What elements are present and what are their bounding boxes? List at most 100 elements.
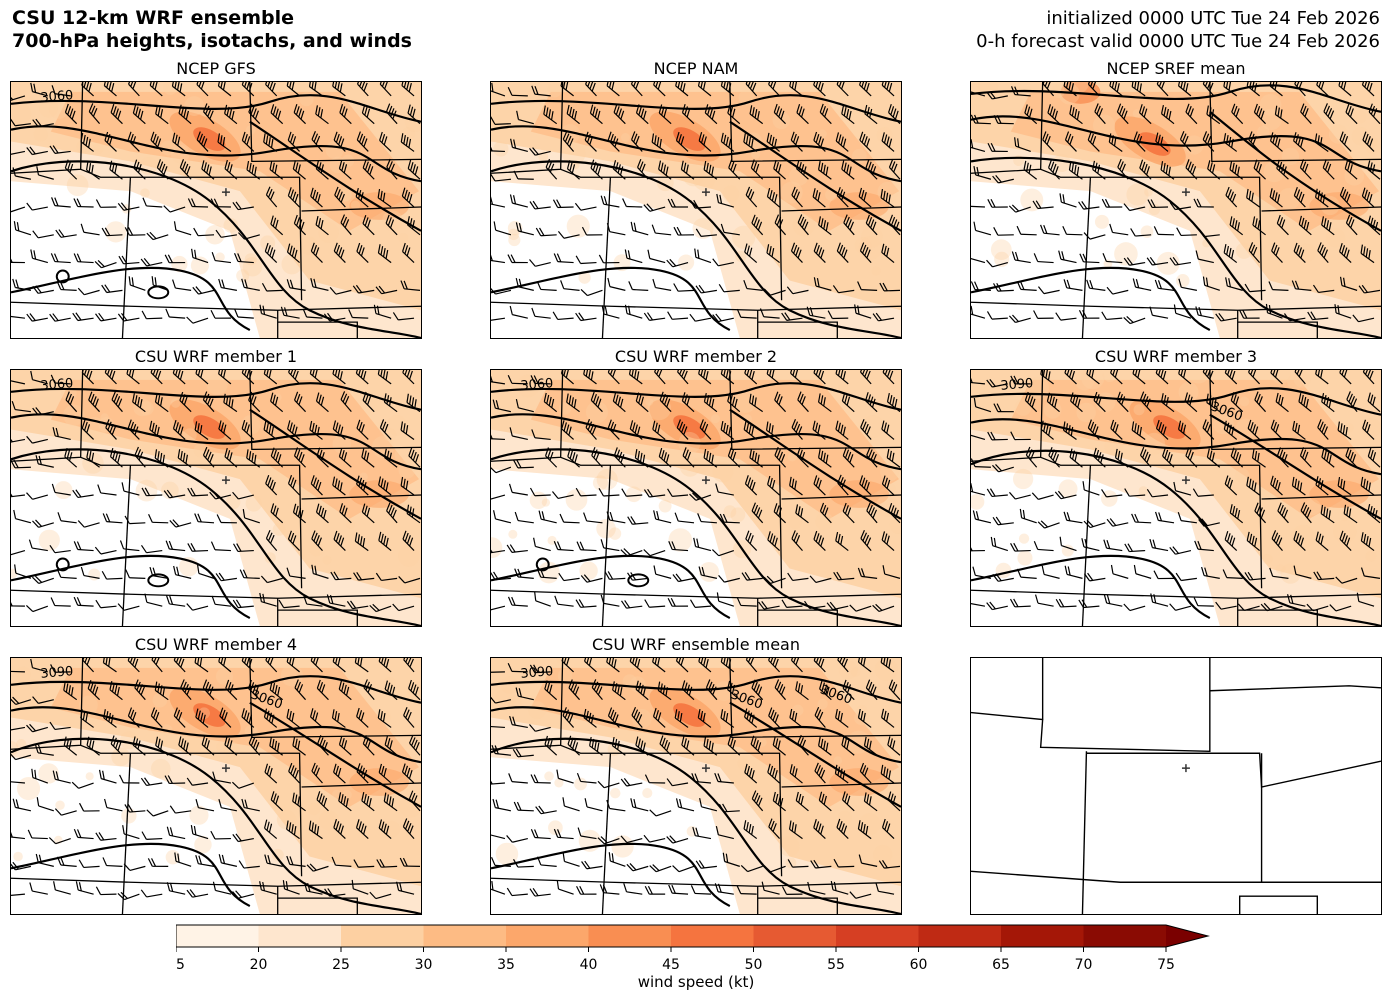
wind-barb bbox=[971, 602, 986, 607]
wind-barb bbox=[311, 131, 323, 152]
wind-barb bbox=[81, 419, 95, 440]
wind-barb bbox=[667, 198, 689, 208]
wind-barb bbox=[194, 421, 209, 440]
wind-barb bbox=[714, 883, 734, 895]
colorbar-segment bbox=[588, 925, 672, 947]
wind-barb bbox=[354, 658, 369, 673]
wind-barb bbox=[339, 503, 352, 524]
wind-barb bbox=[529, 259, 551, 267]
wind-barb bbox=[248, 391, 261, 413]
wind-barb bbox=[280, 306, 300, 319]
wind-barb bbox=[180, 679, 192, 701]
wind-barb bbox=[398, 576, 421, 584]
wind-barb bbox=[506, 887, 528, 897]
wind-barb bbox=[1059, 536, 1077, 552]
wind-barb bbox=[1025, 446, 1038, 468]
wind-barb bbox=[72, 312, 94, 322]
wind-barb bbox=[401, 82, 415, 97]
wind-barb bbox=[408, 790, 421, 812]
wind-barb bbox=[513, 170, 534, 180]
wind-barb bbox=[1155, 132, 1169, 152]
wind-barb bbox=[362, 214, 375, 236]
wind-barb bbox=[736, 308, 757, 319]
wind-barb bbox=[507, 86, 528, 97]
wind-barb bbox=[292, 792, 306, 812]
wind-barb bbox=[171, 82, 186, 97]
wind-barb bbox=[315, 216, 329, 236]
wind-barb bbox=[101, 284, 123, 294]
colorbar-segment bbox=[258, 925, 342, 947]
station-marker bbox=[221, 764, 230, 773]
wind-barb bbox=[265, 474, 278, 496]
wind-barb bbox=[149, 420, 163, 440]
wind-barb bbox=[1260, 602, 1283, 612]
wind-barb bbox=[562, 707, 575, 728]
wind-barb bbox=[30, 658, 48, 673]
wind-barb bbox=[127, 419, 140, 440]
wind-barb bbox=[1037, 286, 1060, 295]
wind-barb bbox=[218, 278, 238, 291]
wind-barb bbox=[52, 770, 71, 784]
wind-barb bbox=[263, 133, 278, 152]
wind-barb bbox=[651, 224, 672, 236]
wind-barb bbox=[407, 104, 421, 125]
figure-title-line1: CSU 12-km WRF ensemble bbox=[12, 7, 294, 29]
wind-barb bbox=[201, 160, 215, 180]
wind-barb bbox=[643, 312, 666, 321]
wind-barb bbox=[1117, 158, 1129, 180]
wind-barbs bbox=[971, 370, 1381, 612]
wind-barb bbox=[309, 370, 323, 385]
wind-barb bbox=[194, 658, 209, 673]
colorbar-tick-label: 50 bbox=[745, 957, 763, 973]
wind-barb bbox=[117, 603, 140, 611]
wind-barb bbox=[1223, 133, 1238, 152]
wind-barb bbox=[875, 882, 895, 895]
wind-barb bbox=[881, 132, 895, 152]
wind-barb bbox=[627, 572, 649, 581]
wind-barb bbox=[585, 419, 597, 440]
wind-barb bbox=[1207, 160, 1221, 180]
wind-barb bbox=[536, 281, 557, 291]
wind-barb bbox=[691, 773, 711, 784]
station-marker bbox=[221, 188, 230, 197]
wind-barb bbox=[315, 160, 329, 180]
wind-barb bbox=[407, 159, 421, 180]
wind-barb bbox=[591, 679, 603, 701]
wind-barb bbox=[292, 736, 306, 756]
map-canvas bbox=[971, 658, 1381, 914]
wind-barb bbox=[1315, 370, 1329, 385]
wind-barb bbox=[1254, 502, 1267, 524]
wind-barb bbox=[535, 227, 557, 237]
wind-barb bbox=[1334, 304, 1352, 319]
wind-barb bbox=[71, 781, 94, 789]
wind-barb bbox=[973, 398, 992, 413]
wind-barb bbox=[681, 680, 695, 701]
wind-barb bbox=[866, 446, 878, 468]
wind-barb bbox=[217, 133, 232, 152]
wind-barb bbox=[88, 103, 101, 125]
wind-barb bbox=[82, 658, 95, 673]
wind-barb bbox=[881, 818, 895, 840]
wind-barb bbox=[51, 85, 71, 97]
wind-barb bbox=[674, 512, 695, 524]
wind-barb bbox=[102, 857, 123, 867]
wind-barb bbox=[308, 82, 323, 97]
wind-barb bbox=[613, 447, 626, 468]
wind-barb bbox=[767, 475, 780, 496]
isotach-fill bbox=[971, 370, 1381, 626]
wind-barb bbox=[600, 594, 620, 607]
wind-barb bbox=[1139, 391, 1152, 413]
wind-barb bbox=[888, 158, 901, 180]
wind-barb bbox=[813, 475, 826, 496]
wind-barb bbox=[1173, 304, 1192, 319]
wind-barb bbox=[864, 104, 878, 125]
wind-barb bbox=[601, 305, 620, 319]
wind-barb bbox=[264, 763, 278, 784]
wind-barb bbox=[1008, 204, 1031, 213]
wind-barb bbox=[652, 278, 672, 291]
wind-barb bbox=[402, 530, 415, 552]
valid-time: 0-h forecast valid 0000 UTC Tue 24 Feb 2… bbox=[976, 31, 1380, 52]
wind-barb bbox=[744, 243, 758, 264]
wind-barb bbox=[1293, 132, 1306, 152]
wind-barb bbox=[621, 488, 643, 497]
